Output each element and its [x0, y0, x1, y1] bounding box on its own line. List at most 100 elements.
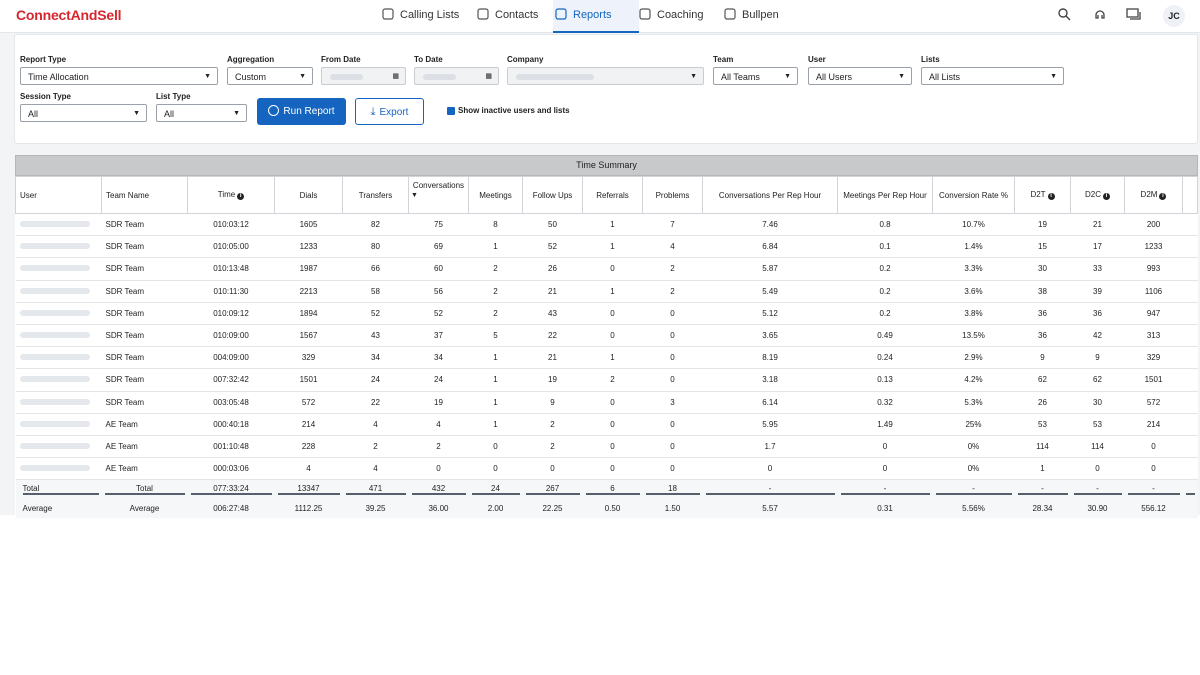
nav-item[interactable]: Reports	[553, 0, 639, 33]
table-cell: SDR Team	[102, 347, 188, 369]
filter-value: All Users	[816, 72, 852, 82]
column-header[interactable]: Problems	[643, 177, 703, 214]
table-cell	[1183, 413, 1198, 435]
table-cell: 000:40:18	[188, 413, 275, 435]
info-icon: i	[1048, 193, 1055, 200]
average-row: AverageAverage006:27:481112.2539.2536.00…	[16, 499, 1198, 518]
table-cell: 8	[469, 214, 523, 236]
average-value: 0.50	[586, 504, 640, 513]
column-header[interactable]: User	[16, 177, 102, 214]
column-header[interactable]: D2Ti	[1015, 177, 1071, 214]
table-cell: 0%	[933, 458, 1015, 480]
filter-field[interactable]: ▼	[507, 67, 704, 85]
table-cell: 1	[1015, 458, 1071, 480]
table-cell: 3.65	[703, 324, 838, 346]
total-value: -	[1128, 484, 1180, 495]
table-cell: 1501	[275, 369, 343, 391]
column-header[interactable]: Conversion Rate %	[933, 177, 1015, 214]
column-header[interactable]: Transfers	[343, 177, 409, 214]
filter-field[interactable]: ▦	[414, 67, 499, 85]
average-cell: 36.00	[409, 499, 469, 518]
column-header[interactable]: Follow Ups	[523, 177, 583, 214]
filter-field[interactable]: All▼	[156, 104, 247, 122]
filter-field[interactable]: All Teams▼	[713, 67, 798, 85]
table-cell: 80	[343, 236, 409, 258]
blurred-name	[20, 443, 90, 449]
filter-label: Company	[507, 55, 543, 64]
column-header[interactable]: Dials	[275, 177, 343, 214]
column-header[interactable]: Team Name	[102, 177, 188, 214]
column-header[interactable]: Conversations▼	[409, 177, 469, 214]
table-cell: 003:05:48	[188, 391, 275, 413]
export-button[interactable]: ⤓Export	[355, 98, 424, 125]
info-icon: i	[1103, 193, 1110, 200]
user-cell	[16, 347, 102, 369]
column-header[interactable]: Timei	[188, 177, 275, 214]
filter-field[interactable]: Time Allocation▼	[20, 67, 218, 85]
user-avatar[interactable]: JC	[1163, 5, 1185, 27]
table-cell	[1183, 458, 1198, 480]
table-cell: 24	[343, 369, 409, 391]
search-icon[interactable]	[1058, 8, 1071, 21]
table-cell: 42	[1071, 324, 1125, 346]
table-cell: 1	[469, 369, 523, 391]
table-cell: SDR Team	[102, 214, 188, 236]
table-cell: 4.2%	[933, 369, 1015, 391]
table-cell: 36	[1071, 302, 1125, 324]
average-value: Average	[105, 504, 185, 513]
filter-value: All Lists	[929, 72, 960, 82]
blurred-name	[20, 243, 90, 249]
table-row: SDR Team004:09:003293434121108.190.242.9…	[16, 347, 1198, 369]
checkbox-label[interactable]: Show inactive users and lists	[458, 106, 570, 115]
column-label: Conversations	[413, 181, 464, 190]
run-report-button[interactable]: Run Report	[257, 98, 346, 125]
filter-field[interactable]: All Users▼	[808, 67, 912, 85]
filter-field[interactable]: All▼	[20, 104, 147, 122]
message-icon[interactable]	[1126, 8, 1141, 21]
total-cell: -	[1071, 480, 1125, 500]
filter-field[interactable]: ▦	[321, 67, 406, 85]
table-cell: 3.6%	[933, 280, 1015, 302]
table-cell: 947	[1125, 302, 1183, 324]
checkbox[interactable]	[447, 107, 455, 115]
brand[interactable]: ConnectAndSell	[16, 7, 121, 23]
total-value: -	[936, 484, 1012, 495]
table-cell: 200	[1125, 214, 1183, 236]
blurred-name	[20, 354, 90, 360]
column-header[interactable]: D2Ci	[1071, 177, 1125, 214]
filter-panel	[14, 34, 1198, 144]
filter-field[interactable]: Custom▼	[227, 67, 313, 85]
column-header[interactable]: D2Mi	[1125, 177, 1183, 214]
table-cell	[1183, 280, 1198, 302]
nav-item[interactable]: Coaching	[637, 0, 730, 31]
average-cell: 1.50	[643, 499, 703, 518]
filter-field[interactable]: All Lists▼	[921, 67, 1064, 85]
table-cell: 0	[643, 369, 703, 391]
column-header[interactable]: Meetings Per Rep Hour	[838, 177, 933, 214]
nav-item[interactable]: Calling Lists	[380, 0, 476, 31]
column-header[interactable]: Referrals	[583, 177, 643, 214]
info-icon: i	[1159, 193, 1166, 200]
table-cell: 7.46	[703, 214, 838, 236]
average-cell: 556.12	[1125, 499, 1183, 518]
caret: ▼	[133, 105, 140, 123]
caret: ▼	[690, 68, 697, 86]
total-value: 077:33:24	[191, 484, 272, 495]
table-cell: 2	[523, 413, 583, 435]
nav-label: Coaching	[657, 9, 703, 21]
table-cell: 0.13	[838, 369, 933, 391]
column-header[interactable]: Meetings	[469, 177, 523, 214]
help-icon[interactable]	[1093, 7, 1107, 22]
table-cell	[1183, 347, 1198, 369]
table-cell: 0.2	[838, 302, 933, 324]
filter-label: Session Type	[20, 92, 71, 101]
nav-item[interactable]: Bullpen	[722, 0, 800, 31]
nav-item[interactable]: Contacts	[475, 0, 561, 31]
table-cell: 1	[583, 214, 643, 236]
average-value: 30.90	[1074, 504, 1122, 513]
column-label: Referrals	[596, 191, 628, 200]
column-header[interactable]: Conversations Per Rep Hour	[703, 177, 838, 214]
average-cell: Average	[102, 499, 188, 518]
table-cell: 0.8	[838, 214, 933, 236]
